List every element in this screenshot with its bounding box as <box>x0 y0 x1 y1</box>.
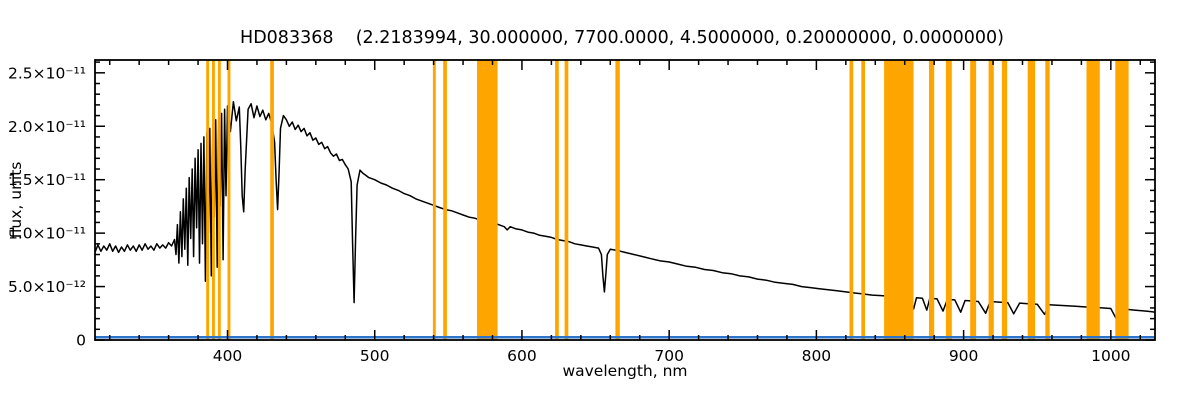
flagged-band <box>270 60 274 340</box>
chart-title: HD083368 (2.2183994, 30.000000, 7700.000… <box>240 28 1004 48</box>
x-tick-label: 500 <box>360 347 390 365</box>
flagged-band <box>1045 60 1050 340</box>
y-axis-label: flux, units <box>7 161 25 239</box>
flagged-band <box>884 60 914 340</box>
flagged-band <box>443 60 447 340</box>
y-tick-label: 0 <box>76 332 86 350</box>
flagged-band <box>564 60 569 340</box>
y-tick-label: 1.0×10⁻¹¹ <box>8 225 86 243</box>
flagged-band <box>849 60 854 340</box>
flagged-band <box>227 60 231 340</box>
flagged-band <box>1115 60 1129 340</box>
flagged-band <box>929 60 935 340</box>
y-tick-label: 1.5×10⁻¹¹ <box>8 171 86 189</box>
plot-frame <box>94 59 1156 341</box>
flagged-band <box>988 60 994 340</box>
flagged-band <box>1086 60 1100 340</box>
flagged-band <box>217 60 221 340</box>
flagged-band <box>206 60 210 340</box>
x-axis-label: wavelength, nm <box>562 362 688 380</box>
flagged-band <box>477 60 498 340</box>
flagged-band <box>861 60 865 340</box>
y-tick-label: 5.0×10⁻¹² <box>8 278 86 296</box>
flagged-band <box>945 60 952 340</box>
flagged-bands <box>206 60 1129 340</box>
flagged-band <box>432 60 436 340</box>
tick-labels: 400 500 600 700 800 900 1000 0 5.0×10⁻¹² 1.0×10⁻¹… <box>8 64 1131 365</box>
flagged-band <box>555 60 559 340</box>
x-tick-label: 800 <box>802 347 832 365</box>
flagged-band <box>970 60 977 340</box>
x-tick-label: 600 <box>507 347 537 365</box>
flagged-band <box>615 60 620 340</box>
x-tick-label: 900 <box>949 347 979 365</box>
x-tick-label: 1000 <box>1091 347 1130 365</box>
spectrum-series <box>95 100 1155 321</box>
y-tick-label: 2.5×10⁻¹¹ <box>8 64 86 82</box>
flagged-band <box>1027 60 1036 340</box>
flagged-band <box>212 60 215 340</box>
axis-ticks <box>95 60 1155 341</box>
flagged-band <box>1001 60 1008 340</box>
x-tick-label: 700 <box>654 347 684 365</box>
x-tick-label: 400 <box>213 347 243 365</box>
y-tick-label: 2.0×10⁻¹¹ <box>8 118 86 136</box>
